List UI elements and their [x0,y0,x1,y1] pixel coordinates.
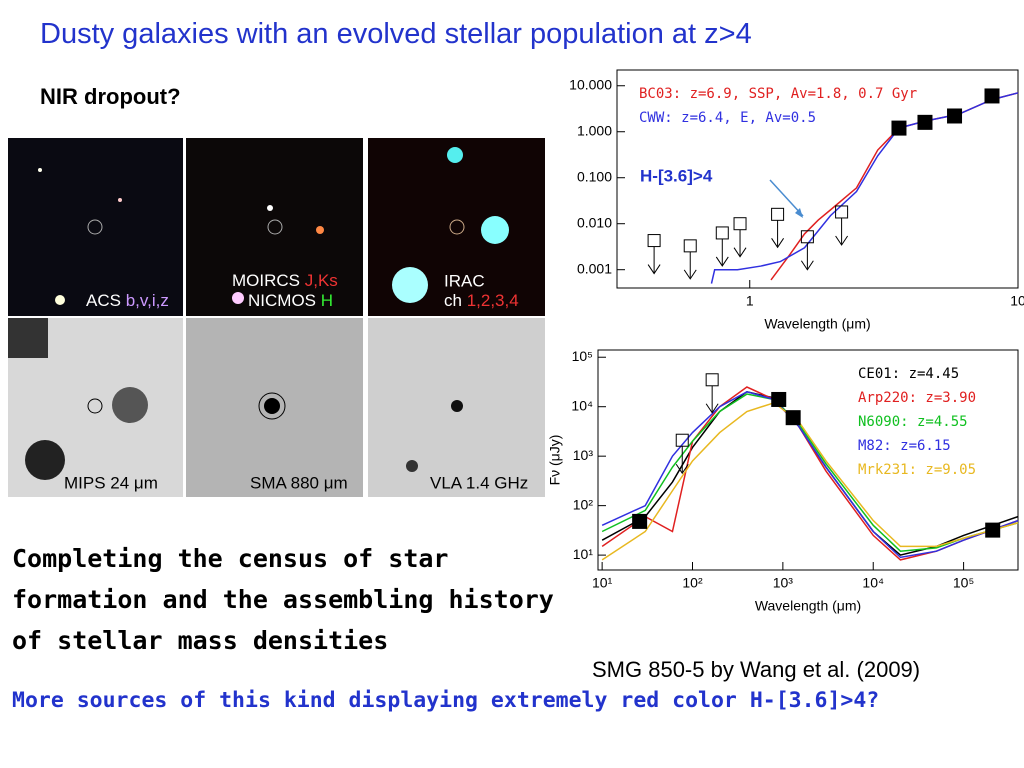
y-tick-label: 10³ [573,447,594,463]
upper-limit [647,234,661,248]
upper-limit [675,433,689,447]
plot-frame [616,69,1019,289]
y-tick-label: 0.010 [577,214,612,230]
annotation-arrow [769,179,804,217]
limit-arrow-head [705,403,719,414]
panel-label: ACS b,v,i,z [86,291,169,310]
upper-limit [683,239,697,253]
detection [891,120,907,136]
arrow-head [795,208,803,218]
limit-arrow-head [733,247,747,258]
panel-labels: ACS b,v,i,z MOIRCS J,Ks NICMOS H IRAC ch… [86,271,519,310]
body-text: Completing the census of star formation … [12,544,554,655]
x-tick-label: 10⁴ [862,575,884,591]
y-tick-label: 0.001 [577,260,612,276]
legend-entry: CE01: z=4.45 [858,366,959,382]
slide-title: Dusty galaxies with an evolved stellar p… [40,18,752,50]
limit-arrow-head [683,269,697,280]
y-tick-label: 10⁵ [572,348,593,364]
upper-limit [705,373,719,387]
limit-arrow-head [647,264,661,275]
y-tick-label: 1.000 [577,122,612,138]
detection [985,522,1001,538]
upper-limit [733,217,747,231]
limit-arrow-head [800,260,814,271]
y-tick-label: 10¹ [573,546,594,562]
y-axis-label: Fν (μJy) [547,435,563,486]
y-tick-label: 10⁴ [571,397,593,413]
panel-label: IRAC [444,271,485,290]
detection [785,410,801,426]
x-axis-label: Wavelength (μm) [764,316,870,332]
detection [947,108,963,124]
panel-label: ch 1,2,3,4 [444,291,519,310]
limit-arrow-head [771,238,785,249]
panel-label: SMA 880 μm [250,473,348,492]
sources-bw [8,318,463,480]
detection [984,88,1000,104]
legend-entry: N6090: z=4.55 [858,414,968,430]
image-moircs [186,138,363,316]
legend-entry: M82: z=6.15 [858,438,951,454]
panel-label: MOIRCS J,Ks [232,271,338,290]
subtitle: NIR dropout? [40,84,181,109]
x-tick-label: 10² [682,575,703,591]
upper-limit [715,226,729,240]
upper-limit [771,207,785,221]
x-tick-label: 10¹ [592,575,613,591]
detection [771,391,787,407]
limit-arrow-head [715,256,729,267]
annotation: H-[3.6]>4 [640,166,713,185]
panel-label: NICMOS H [248,291,333,310]
y-tick-label: 10.000 [569,76,612,92]
image-acs [8,138,183,316]
detection [632,513,648,529]
limit-arrow-head [835,235,849,246]
panel-labels-bw: MIPS 24 μm SMA 880 μm VLA 1.4 GHz [64,473,528,492]
question: More sources of this kind displaying ext… [12,688,880,713]
x-tick-label: 10⁵ [953,575,974,591]
x-tick-label: 10³ [773,575,794,591]
x-axis-label: Wavelength (μm) [755,598,861,614]
y-tick-label: 10² [573,496,594,512]
panel-label: VLA 1.4 GHz [430,473,528,492]
panel-label: MIPS 24 μm [64,473,158,492]
legend-entry: Mrk231: z=9.05 [858,462,976,478]
upper-limit [835,205,849,219]
upper-limit [800,230,814,244]
detection [917,114,933,130]
limit-arrow-head [675,463,689,475]
y-tick-label: 0.100 [577,168,612,184]
legend-entry: BC03: z=6.9, SSP, Av=1.8, 0.7 Gyr [639,86,917,102]
sources [38,147,509,305]
x-tick-label: 10 [1010,293,1024,309]
legend-entry: CWW: z=6.4, E, Av=0.5 [639,110,816,126]
legend-entry: Arp220: z=3.90 [858,390,976,406]
x-tick-label: 1 [746,293,754,309]
plot-frame [597,349,1019,571]
caption: SMG 850-5 by Wang et al. (2009) [592,657,921,682]
